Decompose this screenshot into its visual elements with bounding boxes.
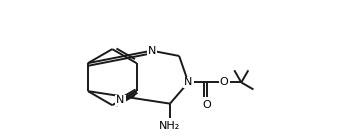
Text: N: N (116, 95, 125, 105)
Text: NH₂: NH₂ (159, 121, 181, 131)
Text: N: N (184, 77, 192, 87)
Text: O: O (220, 77, 228, 87)
Text: O: O (202, 100, 211, 110)
Text: N: N (147, 46, 156, 56)
